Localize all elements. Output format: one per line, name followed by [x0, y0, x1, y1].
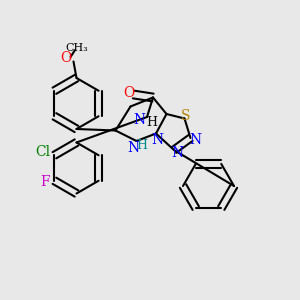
Text: H: H	[136, 139, 147, 152]
Text: N: N	[152, 133, 164, 146]
Text: CH₃: CH₃	[65, 43, 88, 53]
Text: N: N	[128, 142, 140, 155]
Text: S: S	[181, 109, 191, 122]
Text: N: N	[171, 146, 183, 160]
Text: N: N	[134, 113, 146, 127]
Text: O: O	[60, 52, 72, 65]
Text: H: H	[146, 116, 157, 130]
Text: O: O	[123, 86, 135, 100]
Text: Cl: Cl	[35, 145, 50, 159]
Text: F: F	[40, 175, 50, 189]
Text: N: N	[189, 133, 201, 146]
